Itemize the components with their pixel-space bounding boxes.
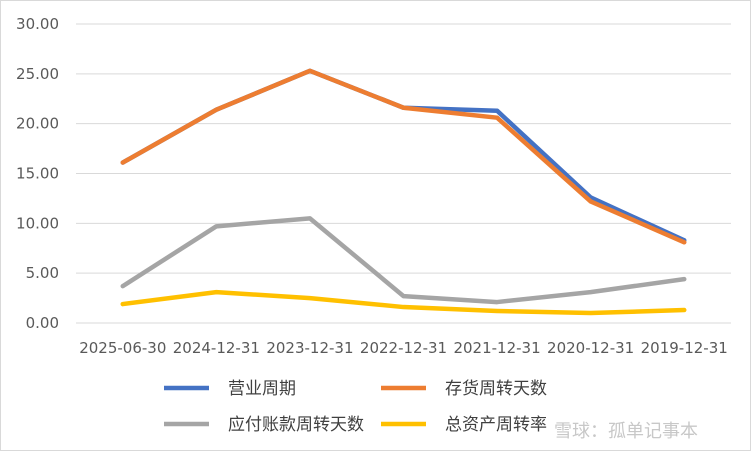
data-point (214, 224, 219, 229)
data-point (495, 108, 500, 113)
data-point (307, 296, 312, 301)
series-line-2 (120, 216, 687, 305)
y-axis-ticks: 0.00 5.00 10.00 15.00 20.00 25.00 30.00 (16, 15, 59, 332)
data-point (120, 284, 125, 289)
legend-label: 存货周转天数 (445, 379, 547, 399)
data-point (588, 311, 593, 316)
y-tick-label: 15.00 (16, 165, 59, 183)
data-point (401, 305, 406, 310)
gridlines (76, 23, 731, 324)
x-tick-label: 2025-06-30 (79, 339, 166, 357)
y-tick-label: 0.00 (26, 314, 59, 332)
x-tick-label: 2023-12-31 (266, 339, 353, 357)
x-tick-label: 2020-12-31 (547, 339, 634, 357)
x-tick-label: 2024-12-31 (173, 339, 260, 357)
y-tick-label: 20.00 (16, 115, 59, 133)
legend-label: 营业周期 (228, 379, 296, 399)
legend-label: 总资产周转率 (445, 415, 547, 435)
data-point (495, 309, 500, 314)
y-tick-label: 25.00 (16, 65, 59, 83)
series-line-1 (120, 68, 687, 245)
data-point (682, 308, 687, 313)
x-tick-label: 2022-12-31 (360, 339, 447, 357)
y-tick-label: 10.00 (16, 214, 59, 232)
data-point (495, 300, 500, 305)
series-lines (120, 68, 687, 316)
data-point (495, 115, 500, 120)
data-point (682, 277, 687, 282)
x-tick-label: 2021-12-31 (453, 339, 540, 357)
y-tick-label: 30.00 (16, 15, 59, 33)
data-point (307, 68, 312, 73)
data-point (588, 199, 593, 204)
data-point (401, 294, 406, 299)
data-point (401, 105, 406, 110)
series-line-0 (120, 68, 687, 243)
data-point (307, 216, 312, 221)
data-point (120, 160, 125, 165)
watermark-text: 雪球：孤单记事本 (554, 421, 698, 442)
legend-label: 应付账款周转天数 (228, 415, 364, 435)
y-tick-label: 5.00 (26, 264, 59, 282)
x-tick-label: 2019-12-31 (641, 339, 728, 357)
data-point (682, 240, 687, 245)
data-point (588, 290, 593, 295)
x-axis-ticks: 2025-06-30 2024-12-31 2023-12-31 2022-12-31… (79, 339, 728, 357)
data-point (214, 107, 219, 112)
data-point (120, 302, 125, 307)
data-point (214, 290, 219, 295)
